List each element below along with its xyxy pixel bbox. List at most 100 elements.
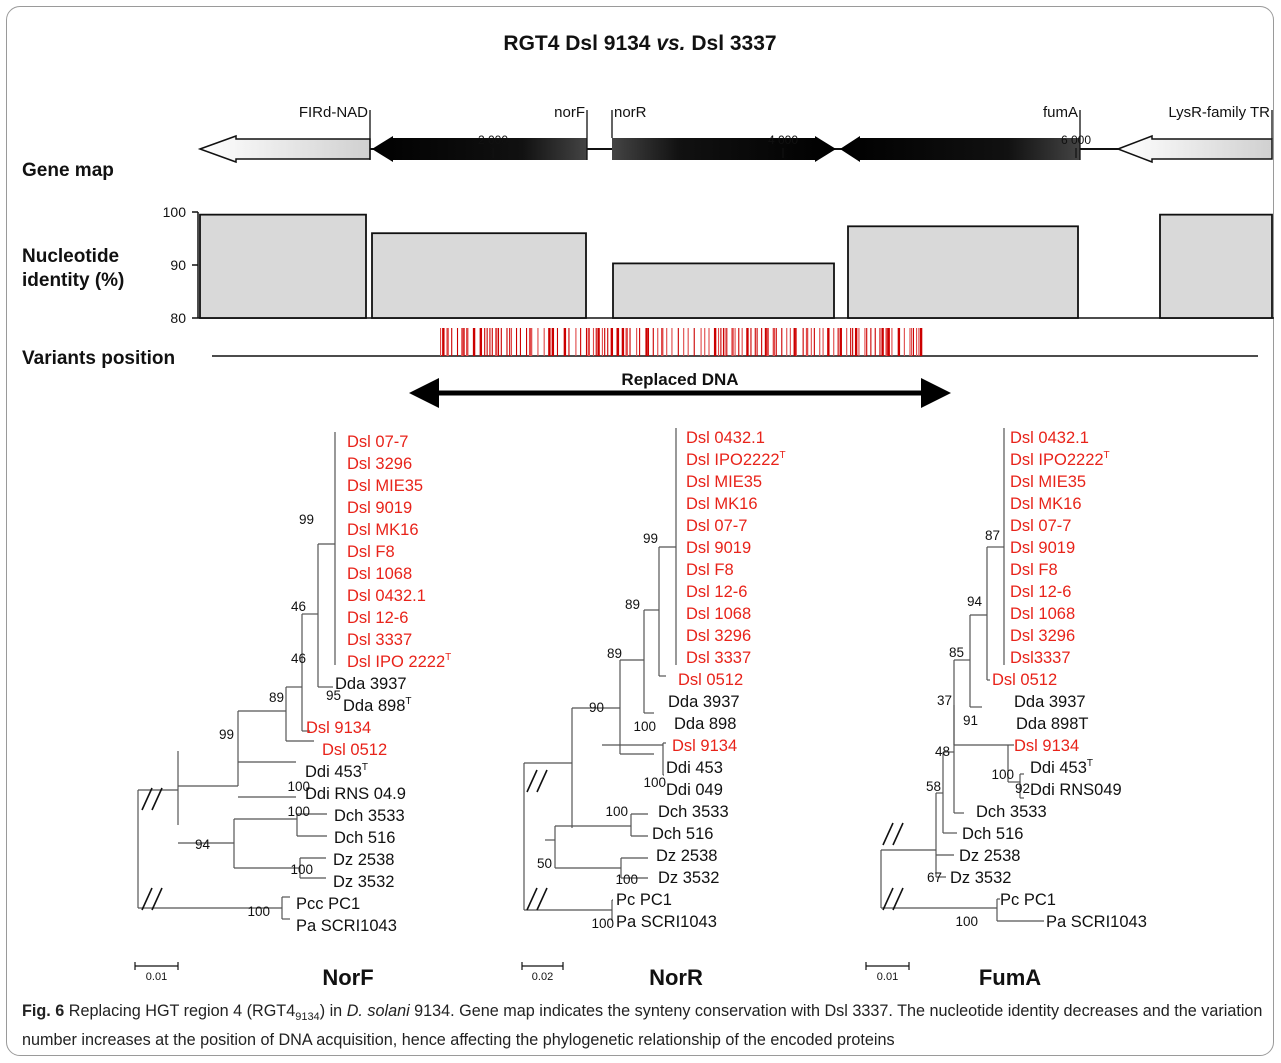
tree-title: FumA <box>979 965 1041 990</box>
taxon-label: Dsl MIE35 <box>347 477 423 495</box>
taxon-label: Dsl MIE35 <box>1010 473 1086 491</box>
taxon-label: Dz 3532 <box>333 873 394 891</box>
support-value: 100 <box>633 719 656 734</box>
support-value: 94 <box>195 837 211 852</box>
taxon-label: Dsl MK16 <box>1010 495 1082 513</box>
branch-break-mark <box>526 769 538 793</box>
support-value: 37 <box>937 693 952 708</box>
taxon-label: Dsl 12-6 <box>347 609 408 627</box>
support-value: 89 <box>269 690 284 705</box>
gene-arrow-norf <box>372 136 587 162</box>
taxon-label: Ddi 453 <box>666 759 723 777</box>
tree-fuma: Dsl 0432.1 Dsl IPO2222T Dsl MIE35 Dsl MK16 D… <box>865 428 1147 990</box>
taxon-label: Ddi RNS049 <box>1030 781 1122 799</box>
taxon-label: Dsl MK16 <box>686 495 758 513</box>
taxon-label: Dz 2538 <box>959 847 1020 865</box>
branch-break-mark <box>151 887 163 911</box>
support-value: 58 <box>926 779 941 794</box>
taxon-label: Dsl MIE35 <box>686 473 762 491</box>
taxon-label: Dsl 3337 <box>686 649 751 667</box>
branch-break-mark <box>141 787 153 811</box>
support-value: 100 <box>290 862 313 877</box>
identity-label-line2: identity (%) <box>22 270 124 291</box>
support-value: 67 <box>927 870 942 885</box>
support-value: 100 <box>615 872 638 887</box>
tick-label-4000: 4 000 <box>768 133 798 147</box>
taxon-label: Dsl 1068 <box>686 605 751 623</box>
taxon-label: Pc PC1 <box>616 891 672 909</box>
variant-marks <box>440 328 923 356</box>
tree-norf: Dsl 07-7 Dsl 3296 Dsl MIE35 Dsl 9019 Dsl MK1… <box>134 432 451 990</box>
identity-bar <box>847 225 1079 319</box>
support-value: 95 <box>326 688 341 703</box>
support-value: 99 <box>643 531 658 546</box>
branch-break-mark <box>892 887 904 911</box>
taxon-label: Dsl IPO2222T <box>686 450 786 469</box>
taxon-label: Dda 898T <box>1016 715 1088 733</box>
support-value: 100 <box>991 767 1014 782</box>
taxon-label: Dsl 07-7 <box>1010 517 1071 535</box>
taxon-label: Dsl 9134 <box>672 737 737 755</box>
taxon-label: Dz 2538 <box>656 847 717 865</box>
branch-break-mark <box>536 769 548 793</box>
taxon-label: Dsl 1068 <box>1010 605 1075 623</box>
taxon-label: Dda 3937 <box>1014 693 1086 711</box>
identity-axis-80: 80 <box>170 310 186 326</box>
taxon-label: Pa SCRI1043 <box>616 913 717 931</box>
support-value: 92 <box>1015 781 1030 796</box>
taxon-label: Ddi RNS 04.9 <box>305 785 406 803</box>
identity-axis-90: 90 <box>170 257 186 273</box>
taxon-label: Dz 3532 <box>950 869 1011 887</box>
taxon-label: Dsl 3296 <box>686 627 751 645</box>
support-value: 48 <box>935 744 950 759</box>
tick-label-2000: 2 000 <box>478 133 508 147</box>
taxon-label: Dsl 07-7 <box>686 517 747 535</box>
support-value: 100 <box>287 804 310 819</box>
gene-arrow-firdnad <box>197 134 371 164</box>
support-value: 99 <box>219 727 234 742</box>
taxon-label: Dsl 1068 <box>347 565 412 583</box>
taxon-label: Dsl 3296 <box>347 455 412 473</box>
taxon-label: Dda 3937 <box>668 693 740 711</box>
taxon-label: Dch 516 <box>652 825 713 843</box>
support-value: 46 <box>291 651 306 666</box>
branch-break-mark <box>882 887 894 911</box>
support-value: 91 <box>963 713 978 728</box>
support-value: 100 <box>605 804 628 819</box>
taxon-label: Pc PC1 <box>1000 891 1056 909</box>
tree-title: NorF <box>322 965 373 990</box>
support-value: 99 <box>299 512 314 527</box>
taxon-label: Dch 3533 <box>334 807 405 825</box>
tree-norr: Dsl 0432.1 Dsl IPO2222T Dsl MIE35 Dsl MK16 D… <box>521 428 786 990</box>
taxon-label: Dsl 3337 <box>347 631 412 649</box>
taxon-label: Dsl 0512 <box>322 741 387 759</box>
support-value: 89 <box>625 597 640 612</box>
taxon-label: Dsl 9019 <box>347 499 412 517</box>
taxon-label: Pa SCRI1043 <box>296 917 397 935</box>
taxon-label: Dsl IPO 2222T <box>347 652 451 671</box>
replaced-dna: Replaced DNA <box>409 370 951 408</box>
support-value: 100 <box>247 904 270 919</box>
taxon-label: Dsl 9019 <box>1010 539 1075 557</box>
identity-axis-100: 100 <box>163 204 187 220</box>
taxon-label: Dsl 12-6 <box>1010 583 1071 601</box>
figure-canvas: RGT4 Dsl 9134 vs. Dsl 3337 Gene map FIRd… <box>22 32 1274 990</box>
gene-label-fuma: fumA <box>1043 104 1078 121</box>
support-value: 100 <box>287 779 310 794</box>
branch-break-mark <box>892 822 904 846</box>
support-value: 100 <box>955 914 978 929</box>
taxon-label: Dda 898 <box>674 715 736 733</box>
taxon-label: Dsl 0432.1 <box>686 429 765 447</box>
taxon-label: Dsl F8 <box>686 561 734 579</box>
taxon-label: Dsl 0432.1 <box>1010 429 1089 447</box>
gene-map-label: Gene map <box>22 160 114 181</box>
branch-break-mark <box>151 787 163 811</box>
support-value: 100 <box>643 775 666 790</box>
taxon-label: Dz 2538 <box>333 851 394 869</box>
gene-label-firdnad: FIRd-NAD <box>299 104 368 121</box>
taxon-label: Dsl 0512 <box>678 671 743 689</box>
taxon-label: Dsl 9134 <box>1014 737 1079 755</box>
identity-plot: 100 90 80 <box>163 204 1274 326</box>
taxon-label: Dsl F8 <box>347 543 395 561</box>
